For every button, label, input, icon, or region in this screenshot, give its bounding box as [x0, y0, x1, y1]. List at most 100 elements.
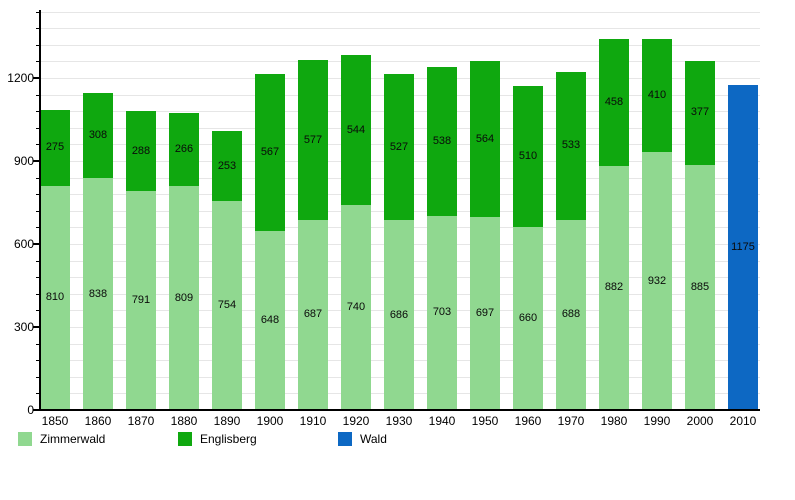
x-tick-label: 1860: [84, 414, 112, 428]
bar-value-label: 527: [389, 140, 409, 153]
bar-value-label: 809: [174, 291, 194, 304]
bar-value-label: 882: [604, 281, 624, 294]
bar-segment-zimmerwald: 809: [169, 186, 199, 410]
x-axis-line: [39, 409, 760, 411]
y-minor-tick-mark: [36, 94, 40, 96]
x-tick-label: 1910: [299, 414, 327, 428]
bar-segment-englisberg: 308: [83, 92, 113, 179]
y-tick-label: 600: [13, 237, 34, 251]
bar-segment-zimmerwald: 810: [40, 185, 70, 410]
bar-segment-zimmerwald: 740: [341, 205, 371, 410]
bar-value-label: 275: [45, 141, 65, 154]
bar-value-label: 688: [561, 308, 581, 321]
bar-value-label: 810: [45, 291, 65, 304]
y-tick-label: 900: [13, 154, 34, 168]
y-minor-tick-mark: [36, 376, 40, 378]
x-tick-label: 1850: [41, 414, 69, 428]
bar-value-label: 567: [260, 145, 280, 158]
gridline: [40, 44, 760, 46]
y-minor-tick-mark: [36, 360, 40, 362]
bar-segment-englisberg: 510: [513, 86, 543, 228]
y-tick-mark: [33, 77, 40, 79]
bar-segment-zimmerwald: 882: [599, 165, 629, 410]
bar-value-label: 754: [217, 299, 237, 312]
x-tick-label: 2010: [729, 414, 757, 428]
bar-segment-englisberg: 577: [298, 60, 328, 220]
y-minor-tick-mark: [36, 61, 40, 63]
x-tick-label: 1970: [557, 414, 585, 428]
bar-value-label: 510: [518, 150, 538, 163]
bar-value-label: 687: [303, 308, 323, 321]
legend-swatch-zimmerwald: [18, 432, 32, 446]
bar-segment-zimmerwald: 697: [470, 217, 500, 410]
y-minor-tick-mark: [36, 343, 40, 345]
bar-value-label: 377: [690, 106, 710, 119]
bar-value-label: 288: [131, 144, 151, 157]
x-tick-label: 1920: [342, 414, 370, 428]
legend-swatch-wald: [338, 432, 352, 446]
legend-label-englisberg: Englisberg: [200, 432, 257, 446]
legend-label-wald: Wald: [360, 432, 387, 446]
bar-segment-englisberg: 567: [255, 73, 285, 231]
bar-value-label: 791: [131, 294, 151, 307]
bar-value-label: 544: [346, 123, 366, 136]
bar-segment-englisberg: 377: [685, 60, 715, 166]
y-minor-tick-mark: [36, 210, 40, 212]
y-minor-tick-mark: [36, 293, 40, 295]
bar-segment-englisberg: 288: [126, 111, 156, 192]
y-tick-label: 0: [27, 403, 34, 417]
y-tick-label: 300: [13, 320, 34, 334]
x-tick-label: 1990: [643, 414, 671, 428]
bar-value-label: 533: [561, 139, 581, 152]
y-minor-tick-mark: [36, 111, 40, 113]
y-axis-line: [39, 10, 41, 411]
x-tick-label: 1900: [256, 414, 284, 428]
y-tick-mark: [33, 160, 40, 162]
bar-value-label: 686: [389, 308, 409, 321]
bar-value-label: 266: [174, 142, 194, 155]
y-tick-mark: [33, 409, 40, 411]
bar-segment-zimmerwald: 838: [83, 178, 113, 410]
bar-segment-englisberg: 275: [40, 109, 70, 186]
y-minor-tick-mark: [36, 227, 40, 229]
bar-value-label: 1175: [731, 240, 755, 253]
y-minor-tick-mark: [36, 194, 40, 196]
bar-segment-zimmerwald: 686: [384, 220, 414, 410]
bar-segment-zimmerwald: 754: [212, 201, 242, 410]
bar-value-label: 410: [647, 88, 667, 101]
x-tick-label: 2000: [686, 414, 714, 428]
bar-segment-wald: 1175: [728, 84, 758, 410]
bar-value-label: 703: [432, 306, 452, 319]
bar-segment-englisberg: 527: [384, 74, 414, 221]
y-minor-tick-mark: [36, 144, 40, 146]
bar-segment-englisberg: 253: [212, 131, 242, 202]
y-minor-tick-mark: [36, 260, 40, 262]
gridline: [40, 11, 760, 13]
bar-value-label: 660: [518, 312, 538, 325]
bar-segment-zimmerwald: 932: [642, 152, 672, 410]
y-minor-tick-mark: [36, 277, 40, 279]
x-tick-label: 1980: [600, 414, 628, 428]
bar-segment-englisberg: 410: [642, 38, 672, 153]
y-minor-tick-mark: [36, 310, 40, 312]
bar-value-label: 697: [475, 307, 495, 320]
bar-value-label: 885: [690, 281, 710, 294]
y-tick-mark: [33, 243, 40, 245]
legend-swatch-englisberg: [178, 432, 192, 446]
y-tick-mark: [33, 326, 40, 328]
x-tick-label: 1890: [213, 414, 241, 428]
bar-value-label: 648: [260, 313, 280, 326]
bar-value-label: 308: [88, 129, 108, 142]
y-minor-tick-mark: [36, 177, 40, 179]
y-minor-tick-mark: [36, 393, 40, 395]
bar-segment-englisberg: 538: [427, 66, 457, 216]
bar-segment-englisberg: 266: [169, 112, 199, 187]
legend-label-zimmerwald: Zimmerwald: [40, 432, 106, 446]
bar-segment-zimmerwald: 660: [513, 227, 543, 410]
y-minor-tick-mark: [36, 11, 40, 13]
x-tick-label: 1930: [385, 414, 413, 428]
y-minor-tick-mark: [36, 44, 40, 46]
bar-value-label: 538: [432, 134, 452, 147]
bar-value-label: 932: [647, 274, 667, 287]
